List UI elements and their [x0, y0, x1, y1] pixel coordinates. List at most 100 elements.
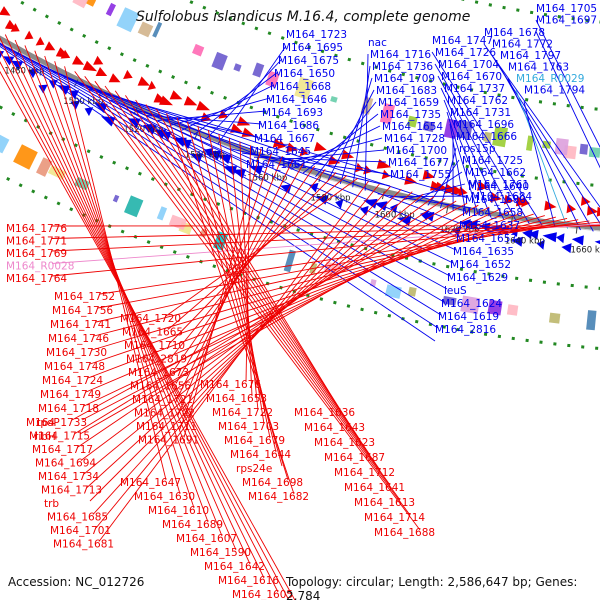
- gene-label[interactable]: M164_1697: [536, 15, 597, 27]
- gene-label[interactable]: M164_1630: [134, 491, 195, 503]
- gene-label[interactable]: M164_1643: [304, 422, 365, 434]
- gene-label[interactable]: M164_2819: [126, 354, 187, 366]
- gene-label[interactable]: M164_1709: [374, 73, 435, 85]
- gene-label[interactable]: M164_1668: [270, 81, 331, 93]
- gene-label[interactable]: ribH: [34, 431, 56, 443]
- gene-label[interactable]: M164_1769: [6, 248, 67, 260]
- gene-label[interactable]: M164_1662: [465, 167, 526, 179]
- gene-label[interactable]: M164_1771: [6, 236, 67, 248]
- gene-label[interactable]: M164_1605: [232, 589, 293, 600]
- gene-label[interactable]: M164_1616: [218, 575, 279, 587]
- gene-label[interactable]: M164_1747: [432, 35, 493, 47]
- gene-label[interactable]: M164_1665: [122, 327, 183, 339]
- gene-label[interactable]: M164_1734: [38, 471, 99, 483]
- gene-label[interactable]: M164_1698: [242, 477, 303, 489]
- gene-label[interactable]: M164_1610: [148, 505, 209, 517]
- gene-label[interactable]: M164_1749: [40, 389, 101, 401]
- gene-label[interactable]: M164_1624: [441, 298, 502, 310]
- gene-label[interactable]: M164_1764: [6, 273, 67, 285]
- gene-label[interactable]: M164_1746: [48, 333, 109, 345]
- gene-label[interactable]: M164_1737: [444, 83, 505, 95]
- gene-label[interactable]: M164_1653: [206, 393, 267, 405]
- gene-label[interactable]: M164_1685: [47, 512, 108, 524]
- gene-label[interactable]: M164_1736: [372, 61, 433, 73]
- gene-label[interactable]: M164_1646: [266, 94, 327, 106]
- gene-label[interactable]: M164_1696: [453, 119, 514, 131]
- gene-label[interactable]: M164_1756: [52, 305, 113, 317]
- gene-label[interactable]: rps15p: [459, 143, 496, 155]
- gene-label[interactable]: M164_1694: [35, 458, 96, 470]
- gene-label[interactable]: M164_1647: [120, 477, 181, 489]
- gene-label[interactable]: M164_1607: [176, 533, 237, 545]
- gene-label[interactable]: M164_1720: [120, 313, 181, 325]
- gene-label[interactable]: M164_1715: [29, 431, 90, 443]
- gene-label[interactable]: M164_1721: [132, 394, 193, 406]
- gene-label[interactable]: M164_1711: [136, 421, 197, 433]
- gene-label[interactable]: M164_1700: [386, 145, 447, 157]
- gene-label[interactable]: M164_1679: [224, 435, 285, 447]
- gene-label[interactable]: M164_R0029: [516, 73, 584, 85]
- gene-label[interactable]: M164_1666: [456, 131, 517, 143]
- gene-label[interactable]: M164_1644: [230, 449, 291, 461]
- gene-label[interactable]: M164_2816: [435, 324, 496, 336]
- gene-labels[interactable]: M164_1705M164_1697M164_1678M164_1772M164…: [6, 3, 597, 600]
- gene-label[interactable]: nac: [368, 37, 387, 49]
- gene-label[interactable]: M164_1748: [44, 361, 105, 373]
- gene-label[interactable]: M164_1670: [441, 71, 502, 83]
- gene-label[interactable]: M164_1723: [286, 29, 347, 41]
- gene-label[interactable]: M164_1794: [524, 85, 585, 97]
- gene-label[interactable]: M164_1728: [384, 133, 445, 145]
- gene-label[interactable]: M164_1613: [354, 497, 415, 509]
- gene-label[interactable]: M164_1718: [38, 403, 99, 415]
- gene-label[interactable]: M164_1623: [314, 437, 375, 449]
- gene-label[interactable]: M164_1681: [53, 539, 114, 551]
- gene-label[interactable]: M164_1702: [134, 408, 195, 420]
- gene-label[interactable]: M164_1677: [388, 157, 449, 169]
- gene-label[interactable]: M164_1658: [462, 207, 523, 219]
- gene-label[interactable]: M164_1761: [468, 179, 529, 191]
- gene-label[interactable]: M164_1705: [536, 3, 597, 15]
- gene-label[interactable]: leuS: [444, 285, 467, 297]
- gene-label[interactable]: M164_1733: [26, 417, 87, 429]
- gene-label[interactable]: M164_1725: [462, 155, 523, 167]
- gene-label[interactable]: M164_1730: [46, 347, 107, 359]
- gene-label[interactable]: M164_1590: [190, 547, 251, 559]
- gene-label[interactable]: M164_1713: [41, 485, 102, 497]
- gene-label[interactable]: M164_1680: [465, 194, 526, 206]
- gene-label[interactable]: M164_1654: [382, 121, 443, 133]
- gene-label[interactable]: M164_1752: [54, 291, 115, 303]
- gene-label[interactable]: M164_1797: [500, 50, 561, 62]
- gene-label[interactable]: M164_1688: [374, 527, 435, 539]
- gene-label[interactable]: M164_1652: [450, 259, 511, 271]
- gene-label[interactable]: M164_1650: [274, 68, 335, 80]
- gene-label[interactable]: M164_1637: [459, 220, 520, 232]
- gene-label[interactable]: M164_1636: [294, 407, 355, 419]
- gene-label[interactable]: M164_1678: [484, 27, 545, 39]
- gene-label[interactable]: M164_1731: [450, 107, 511, 119]
- gene-label[interactable]: M164_1691: [138, 435, 199, 447]
- gene-label[interactable]: M164_1676: [200, 379, 261, 391]
- gene-label[interactable]: M164_1657: [456, 233, 517, 245]
- gene-label[interactable]: M164_1693: [262, 107, 323, 119]
- gene-label[interactable]: M164_1710: [124, 340, 185, 352]
- gene-label[interactable]: M164_1667: [254, 133, 315, 145]
- gene-label[interactable]: M164_1683: [376, 85, 437, 97]
- gene-label[interactable]: M164_1717: [32, 444, 93, 456]
- gene-label[interactable]: M164_1640: [468, 181, 529, 193]
- gene-label[interactable]: M164_1682: [248, 491, 309, 503]
- gene-label[interactable]: M164_1642: [204, 561, 265, 573]
- gene-label[interactable]: rps24e: [236, 463, 272, 475]
- gene-label[interactable]: M164_1762: [447, 95, 508, 107]
- gene-label[interactable]: M164_1684: [471, 191, 532, 203]
- gene-label[interactable]: M164_1673: [128, 367, 189, 379]
- gene-label[interactable]: M164_1629: [447, 272, 508, 284]
- gene-label[interactable]: M164_1675: [278, 55, 339, 67]
- gene-label[interactable]: M164_1687: [324, 452, 385, 464]
- gene-label[interactable]: M164_1735: [380, 109, 441, 121]
- gene-label[interactable]: M164_1724: [42, 375, 103, 387]
- gene-label[interactable]: M164_1656: [130, 381, 191, 393]
- gene-label[interactable]: trb: [44, 498, 59, 510]
- gene-label[interactable]: M164_1703: [218, 421, 279, 433]
- gene-label[interactable]: M164_1701: [50, 525, 111, 537]
- gene-label[interactable]: M164_1772: [492, 39, 553, 51]
